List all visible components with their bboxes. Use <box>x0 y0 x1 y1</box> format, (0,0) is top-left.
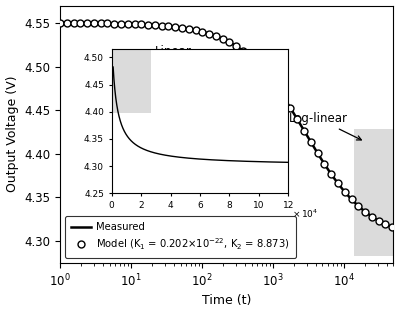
Measured <box>383 223 388 226</box>
Y-axis label: Output Voltage (V): Output Voltage (V) <box>6 76 19 192</box>
Model (K$_1$ = 0.202$\times$10$^{-22}$, K$_2$ = 8.873) <box>227 40 232 44</box>
Model (K$_1$ = 0.202$\times$10$^{-22}$, K$_2$ = 8.873) <box>342 190 347 194</box>
Model (K$_1$ = 0.202$\times$10$^{-22}$, K$_2$ = 8.873) <box>234 44 239 48</box>
Model (K$_1$ = 0.202$\times$10$^{-22}$, K$_2$ = 8.873) <box>139 23 144 26</box>
X-axis label: Time (t): Time (t) <box>202 295 251 307</box>
Model (K$_1$ = 0.202$\times$10$^{-22}$, K$_2$ = 8.873) <box>281 95 286 99</box>
Model (K$_1$ = 0.202$\times$10$^{-22}$, K$_2$ = 8.873) <box>288 106 293 110</box>
Measured <box>200 30 204 33</box>
Line: Measured: Measured <box>60 23 392 227</box>
Model (K$_1$ = 0.202$\times$10$^{-22}$, K$_2$ = 8.873) <box>119 22 123 26</box>
Model (K$_1$ = 0.202$\times$10$^{-22}$, K$_2$ = 8.873) <box>349 198 354 201</box>
Text: Log-linear: Log-linear <box>288 112 361 140</box>
Model (K$_1$ = 0.202$\times$10$^{-22}$, K$_2$ = 8.873) <box>213 34 218 38</box>
Model (K$_1$ = 0.202$\times$10$^{-22}$, K$_2$ = 8.873) <box>159 24 164 28</box>
Text: Linear: Linear <box>141 45 192 81</box>
Model (K$_1$ = 0.202$\times$10$^{-22}$, K$_2$ = 8.873) <box>71 21 76 25</box>
Model (K$_1$ = 0.202$\times$10$^{-22}$, K$_2$ = 8.873) <box>369 215 374 218</box>
Bar <box>354 129 393 256</box>
Legend: Measured, Model (K$_1$ = 0.202$\times$10$^{-22}$, K$_2$ = 8.873): Measured, Model (K$_1$ = 0.202$\times$10… <box>65 216 296 258</box>
Model (K$_1$ = 0.202$\times$10$^{-22}$, K$_2$ = 8.873) <box>247 54 252 58</box>
Line: Model (K$_1$ = 0.202$\times$10$^{-22}$, K$_2$ = 8.873): Model (K$_1$ = 0.202$\times$10$^{-22}$, … <box>57 20 396 231</box>
Model (K$_1$ = 0.202$\times$10$^{-22}$, K$_2$ = 8.873) <box>220 37 225 41</box>
Measured <box>57 21 62 25</box>
Model (K$_1$ = 0.202$\times$10$^{-22}$, K$_2$ = 8.873) <box>98 22 103 25</box>
Model (K$_1$ = 0.202$\times$10$^{-22}$, K$_2$ = 8.873) <box>180 26 184 30</box>
Model (K$_1$ = 0.202$\times$10$^{-22}$, K$_2$ = 8.873) <box>383 222 388 226</box>
Model (K$_1$ = 0.202$\times$10$^{-22}$, K$_2$ = 8.873) <box>207 32 211 36</box>
Model (K$_1$ = 0.202$\times$10$^{-22}$, K$_2$ = 8.873) <box>146 23 150 27</box>
Model (K$_1$ = 0.202$\times$10$^{-22}$, K$_2$ = 8.873) <box>329 172 334 176</box>
Measured <box>348 196 352 199</box>
Model (K$_1$ = 0.202$\times$10$^{-22}$, K$_2$ = 8.873) <box>112 22 117 25</box>
Model (K$_1$ = 0.202$\times$10$^{-22}$, K$_2$ = 8.873) <box>57 21 62 25</box>
Model (K$_1$ = 0.202$\times$10$^{-22}$, K$_2$ = 8.873) <box>322 162 327 166</box>
Model (K$_1$ = 0.202$\times$10$^{-22}$, K$_2$ = 8.873) <box>125 22 130 26</box>
Measured <box>390 225 395 229</box>
Measured <box>95 22 100 25</box>
Model (K$_1$ = 0.202$\times$10$^{-22}$, K$_2$ = 8.873) <box>91 21 96 25</box>
Measured <box>185 27 190 30</box>
Model (K$_1$ = 0.202$\times$10$^{-22}$, K$_2$ = 8.873) <box>295 117 300 121</box>
Model (K$_1$ = 0.202$\times$10$^{-22}$, K$_2$ = 8.873) <box>390 225 395 229</box>
Model (K$_1$ = 0.202$\times$10$^{-22}$, K$_2$ = 8.873) <box>336 182 340 185</box>
Model (K$_1$ = 0.202$\times$10$^{-22}$, K$_2$ = 8.873) <box>356 204 361 208</box>
Model (K$_1$ = 0.202$\times$10$^{-22}$, K$_2$ = 8.873) <box>308 140 313 144</box>
Model (K$_1$ = 0.202$\times$10$^{-22}$, K$_2$ = 8.873) <box>85 21 89 25</box>
Model (K$_1$ = 0.202$\times$10$^{-22}$, K$_2$ = 8.873) <box>363 210 367 213</box>
Model (K$_1$ = 0.202$\times$10$^{-22}$, K$_2$ = 8.873) <box>78 21 83 25</box>
Model (K$_1$ = 0.202$\times$10$^{-22}$, K$_2$ = 8.873) <box>186 27 191 31</box>
Model (K$_1$ = 0.202$\times$10$^{-22}$, K$_2$ = 8.873) <box>261 68 266 72</box>
Model (K$_1$ = 0.202$\times$10$^{-22}$, K$_2$ = 8.873) <box>64 21 69 25</box>
Model (K$_1$ = 0.202$\times$10$^{-22}$, K$_2$ = 8.873) <box>268 77 273 80</box>
Measured <box>115 22 120 26</box>
Model (K$_1$ = 0.202$\times$10$^{-22}$, K$_2$ = 8.873) <box>132 22 137 26</box>
Model (K$_1$ = 0.202$\times$10$^{-22}$, K$_2$ = 8.873) <box>254 61 259 65</box>
Model (K$_1$ = 0.202$\times$10$^{-22}$, K$_2$ = 8.873) <box>241 49 245 53</box>
Model (K$_1$ = 0.202$\times$10$^{-22}$, K$_2$ = 8.873) <box>152 23 157 27</box>
Model (K$_1$ = 0.202$\times$10$^{-22}$, K$_2$ = 8.873) <box>302 129 306 132</box>
Model (K$_1$ = 0.202$\times$10$^{-22}$, K$_2$ = 8.873) <box>200 30 205 33</box>
Model (K$_1$ = 0.202$\times$10$^{-22}$, K$_2$ = 8.873) <box>173 25 178 29</box>
Model (K$_1$ = 0.202$\times$10$^{-22}$, K$_2$ = 8.873) <box>105 22 110 25</box>
Model (K$_1$ = 0.202$\times$10$^{-22}$, K$_2$ = 8.873) <box>315 151 320 155</box>
Model (K$_1$ = 0.202$\times$10$^{-22}$, K$_2$ = 8.873) <box>376 219 381 223</box>
Model (K$_1$ = 0.202$\times$10$^{-22}$, K$_2$ = 8.873) <box>193 28 198 32</box>
Model (K$_1$ = 0.202$\times$10$^{-22}$, K$_2$ = 8.873) <box>166 24 171 28</box>
Model (K$_1$ = 0.202$\times$10$^{-22}$, K$_2$ = 8.873) <box>275 86 279 90</box>
